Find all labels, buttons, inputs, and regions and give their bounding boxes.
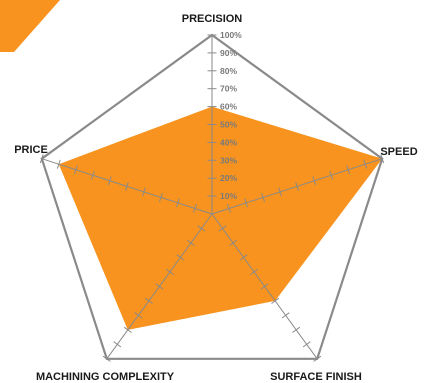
tick-mark <box>176 254 185 261</box>
tick-mark <box>278 187 282 197</box>
tick-mark <box>295 181 299 191</box>
tick-mark <box>218 225 227 232</box>
tick-mark <box>56 159 61 169</box>
tick-mark <box>73 165 78 175</box>
tick-mark <box>155 283 164 290</box>
tick-mark <box>261 192 265 202</box>
corner-logo-icon <box>0 0 60 52</box>
tick-mark <box>197 225 206 232</box>
tick-mark <box>113 341 122 348</box>
tick-mark <box>176 198 180 208</box>
tick-mark <box>329 170 334 180</box>
tick-mark <box>108 176 112 186</box>
tick-label-90: 90% <box>220 48 237 58</box>
tick-mark <box>229 239 237 247</box>
tick-mark <box>244 198 248 208</box>
tick-label-40: 40% <box>220 137 237 147</box>
tick-labels: 10% 20% 30% 40% 50% 60% 70% 80% 90% 100% <box>220 30 242 201</box>
axis-label-speed: SPEED <box>380 146 417 158</box>
tick-mark <box>380 154 385 164</box>
tick-label-60: 60% <box>220 102 237 112</box>
axis-ticks <box>39 34 385 362</box>
tick-mark <box>166 268 174 276</box>
tick-label-20: 20% <box>220 173 237 183</box>
tick-label-100: 100% <box>220 30 242 40</box>
tick-mark <box>363 159 368 169</box>
tick-mark <box>250 268 258 276</box>
tick-mark <box>193 204 197 213</box>
tick-mark <box>134 312 143 319</box>
tick-label-10: 10% <box>220 191 237 201</box>
tick-mark <box>281 312 290 319</box>
tick-mark <box>187 239 195 247</box>
tick-label-70: 70% <box>220 84 237 94</box>
tick-label-80: 80% <box>220 66 237 76</box>
axis-label-price: PRICE <box>14 144 48 156</box>
tick-label-30: 30% <box>220 155 237 165</box>
tick-mark <box>102 355 111 362</box>
tick-mark <box>302 341 311 348</box>
tick-label-50: 50% <box>220 120 237 130</box>
tick-mark <box>313 355 322 362</box>
tick-mark <box>271 297 280 304</box>
tick-mark <box>292 326 301 333</box>
axis-label-surface-finish: SURFACE FINISH <box>270 371 362 383</box>
series-area-layer <box>58 106 383 330</box>
radar-outline <box>40 33 384 360</box>
axis-labels: PRECISION SPEED SURFACE FINISH MACHINING CO… <box>14 13 418 383</box>
tick-mark <box>227 204 231 213</box>
tick-mark <box>39 154 44 164</box>
tick-mark <box>90 170 95 180</box>
axis-label-precision: PRECISION <box>182 13 243 25</box>
tick-mark <box>346 165 351 175</box>
tick-mark <box>312 176 316 186</box>
tick-mark <box>260 283 269 290</box>
tick-mark <box>144 297 153 304</box>
tick-mark <box>125 181 129 191</box>
axis-label-machining-complexity: MACHINING COMPLEXITY <box>36 371 175 383</box>
tick-mark <box>142 187 146 197</box>
tick-mark <box>239 254 248 261</box>
tick-mark <box>123 326 132 333</box>
radar-grid <box>40 33 384 360</box>
tick-mark <box>159 192 163 202</box>
series-area-0 <box>58 106 383 330</box>
